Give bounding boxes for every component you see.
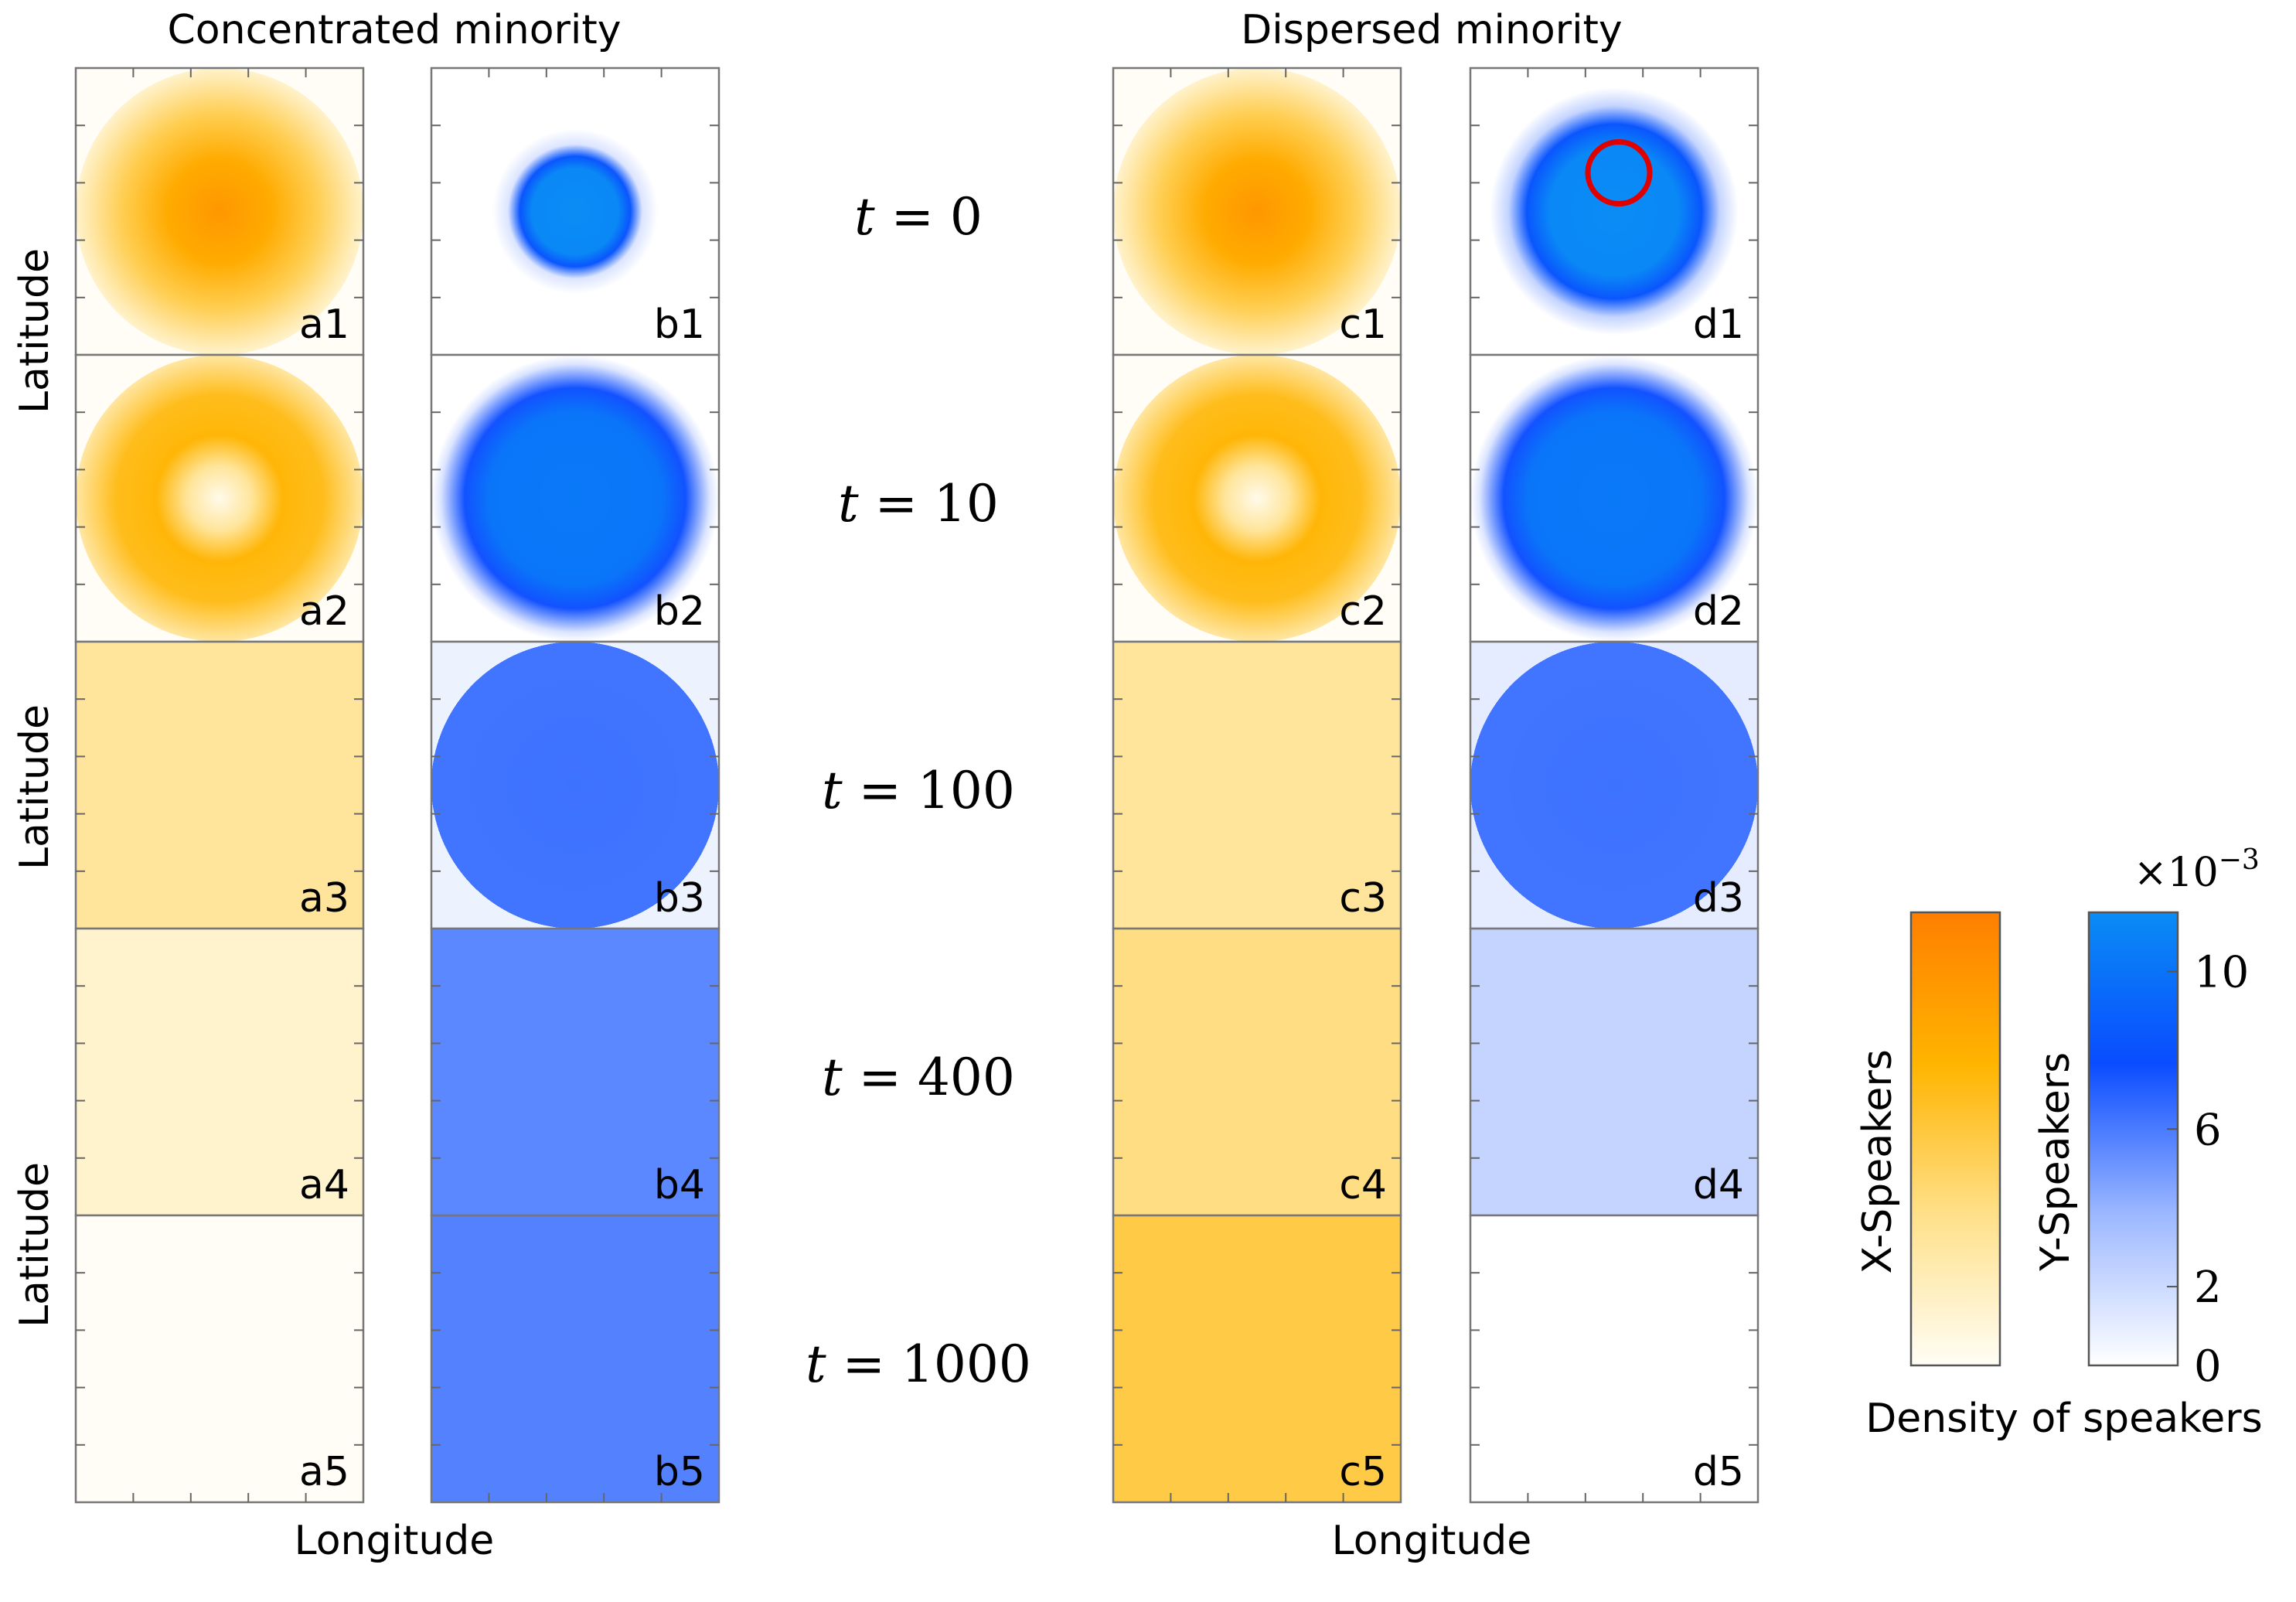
panel-a5: a5 xyxy=(74,1214,365,1504)
panel-label-c4: c4 xyxy=(1339,1162,1387,1208)
panel-label-b3: b3 xyxy=(654,875,705,922)
x-axis-label-right: Longitude xyxy=(1332,1518,1532,1564)
panel-label-d1: d1 xyxy=(1693,302,1744,348)
panel-c4: c4 xyxy=(1112,927,1402,1217)
time-label-3: t = 400 xyxy=(822,1048,1015,1107)
panel-frame-d5 xyxy=(1469,1214,1759,1504)
y-axis-label-1: Latitude xyxy=(12,248,58,414)
colorbar-name-1: Y-Speakers xyxy=(2032,1052,2079,1272)
panel-grid: a1 b1 c1 d1 a2 b2 c2 d2 a3 b3 c3 d3 a4 b4 c4 d4 a5 b5 c5 d5 xyxy=(74,66,1759,1504)
colorbar-y-speakers xyxy=(2087,911,2179,1367)
heatmap-c4 xyxy=(1113,929,1401,1215)
panel-frame-b5 xyxy=(430,1214,720,1504)
heatmap-d4 xyxy=(1470,929,1758,1215)
panel-label-c1: c1 xyxy=(1339,302,1387,348)
panel-frame-c5 xyxy=(1112,1214,1402,1504)
panel-b2: b2 xyxy=(430,353,720,643)
panel-frame-a5 xyxy=(74,1214,365,1504)
colorbar-multiplier: ×10−3 xyxy=(2134,844,2260,896)
panel-label-c2: c2 xyxy=(1339,588,1387,635)
colorbar-tick-label-0: 0 xyxy=(2194,1341,2222,1392)
panel-c2: c2 xyxy=(1112,353,1402,643)
panel-b5: b5 xyxy=(430,1214,720,1504)
colorbar-tick-label-6: 6 xyxy=(2194,1105,2222,1155)
y-axis-label-3: Latitude xyxy=(12,1162,58,1328)
heatmap-a4 xyxy=(76,929,363,1215)
panel-a1: a1 xyxy=(74,66,365,356)
panel-label-a1: a1 xyxy=(299,302,349,348)
heatmap-b3 xyxy=(431,642,719,929)
time-labels: t = 0 t = 10 t = 100 t = 400 t = 1000 xyxy=(806,187,1031,1394)
panel-d5: d5 xyxy=(1469,1214,1759,1504)
panel-b1: b1 xyxy=(430,66,720,356)
panel-label-c3: c3 xyxy=(1339,875,1387,922)
panel-label-a4: a4 xyxy=(299,1162,349,1208)
panel-label-a2: a2 xyxy=(299,588,349,635)
heatmap-b5 xyxy=(431,1215,719,1502)
panel-label-b4: b4 xyxy=(654,1162,705,1208)
heatmap-a1 xyxy=(76,68,363,355)
time-label-0: t = 0 xyxy=(854,187,983,247)
x-axis-label-left: Longitude xyxy=(295,1518,495,1564)
panel-c5: c5 xyxy=(1112,1214,1402,1504)
panel-b3: b3 xyxy=(430,640,720,930)
panel-c1: c1 xyxy=(1112,66,1402,356)
time-label-2: t = 100 xyxy=(822,761,1015,820)
colorbar-legend: X-Speakers Y-Speakers 0 2 6 10 xyxy=(1855,911,2249,1392)
panel-label-b2: b2 xyxy=(654,588,705,635)
red-ring-marker xyxy=(1585,139,1653,206)
heatmap-c2 xyxy=(1113,355,1401,642)
heatmap-b2 xyxy=(431,355,719,642)
heatmap-c5 xyxy=(1113,1215,1401,1502)
group-title-concentrated: Concentrated minority xyxy=(167,7,621,53)
panel-label-a5: a5 xyxy=(299,1449,349,1495)
panel-d2: d2 xyxy=(1469,353,1759,643)
panel-b4: b4 xyxy=(430,927,720,1217)
panel-c3: c3 xyxy=(1112,640,1402,930)
panel-label-d5: d5 xyxy=(1693,1449,1744,1495)
panel-d4: d4 xyxy=(1469,927,1759,1217)
multiplier-exponent: −3 xyxy=(2219,844,2260,876)
heatmap-d2 xyxy=(1470,355,1758,642)
time-label-4: t = 1000 xyxy=(806,1334,1031,1394)
panel-a4: a4 xyxy=(74,927,365,1217)
colorbar-tick-label-2: 2 xyxy=(2194,1263,2222,1313)
panel-label-d4: d4 xyxy=(1693,1162,1744,1208)
panel-d1: d1 xyxy=(1469,66,1759,356)
panel-a3: a3 xyxy=(74,640,365,930)
panel-label-d2: d2 xyxy=(1693,588,1744,635)
colorbar-name-0: X-Speakers xyxy=(1855,1049,1901,1273)
heatmap-b1 xyxy=(431,68,719,355)
heatmap-a5 xyxy=(76,1215,363,1502)
heatmap-a2 xyxy=(76,355,363,642)
heatmap-b4 xyxy=(431,929,719,1215)
panel-label-b5: b5 xyxy=(654,1449,705,1495)
time-label-1: t = 10 xyxy=(838,474,999,533)
heatmap-c3 xyxy=(1113,642,1401,929)
colorbar-caption: Density of speakers xyxy=(1865,1396,2263,1442)
multiplier-base: ×10 xyxy=(2134,850,2219,896)
panel-d3: d3 xyxy=(1469,640,1759,930)
colorbar-x-speakers xyxy=(1909,911,2001,1367)
panel-label-a3: a3 xyxy=(299,875,349,922)
heatmap-c1 xyxy=(1113,68,1401,355)
heatmap-d1 xyxy=(1470,68,1758,355)
panel-label-c5: c5 xyxy=(1339,1449,1387,1495)
heatmap-d3 xyxy=(1470,642,1758,929)
panel-a2: a2 xyxy=(74,353,365,643)
heatmap-d5 xyxy=(1470,1215,1758,1502)
heatmap-a3 xyxy=(76,642,363,929)
group-title-dispersed: Dispersed minority xyxy=(1241,7,1622,53)
panel-label-d3: d3 xyxy=(1693,875,1744,922)
y-axis-label-2: Latitude xyxy=(12,704,58,870)
panel-label-b1: b1 xyxy=(654,302,705,348)
colorbar-tick-label-10: 10 xyxy=(2194,947,2249,997)
